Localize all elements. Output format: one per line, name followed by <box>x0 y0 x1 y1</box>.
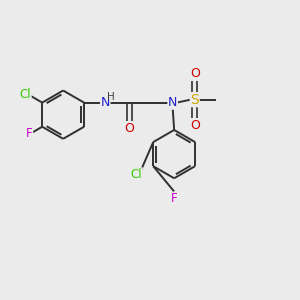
Text: N: N <box>168 96 177 109</box>
Text: N: N <box>100 96 110 109</box>
Text: O: O <box>124 122 134 135</box>
Text: S: S <box>190 93 199 106</box>
Text: O: O <box>190 119 200 132</box>
Text: H: H <box>107 92 114 102</box>
Text: Cl: Cl <box>20 88 31 101</box>
Text: Cl: Cl <box>130 168 142 181</box>
Text: O: O <box>190 67 200 80</box>
Text: F: F <box>26 127 33 140</box>
Text: F: F <box>171 192 178 206</box>
